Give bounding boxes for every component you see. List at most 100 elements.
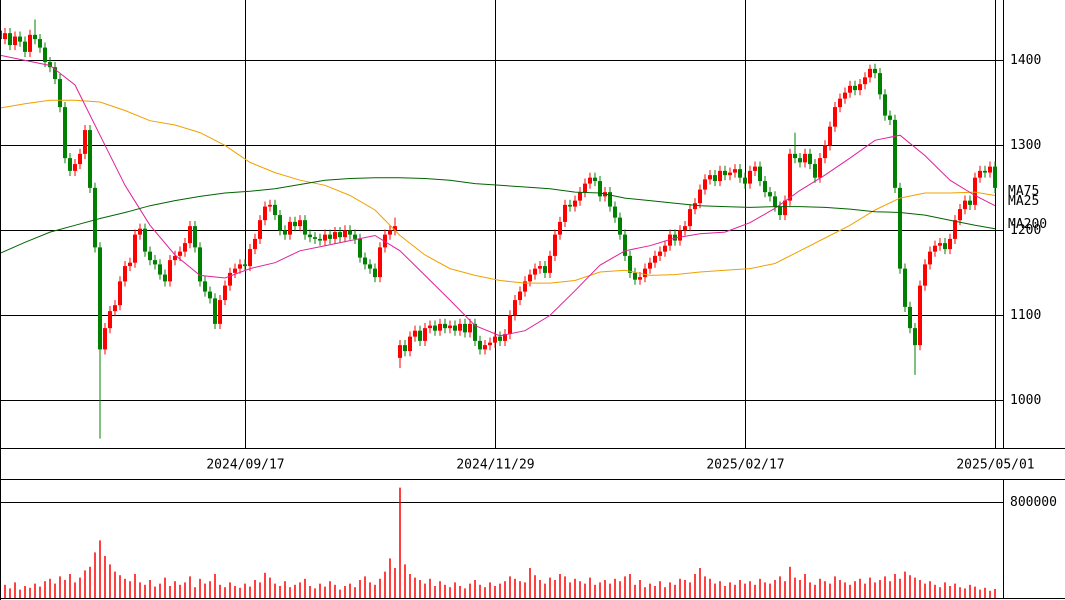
- volume-bar: [289, 587, 291, 598]
- volume-bar: [894, 574, 896, 598]
- candle-body: [13, 36, 17, 46]
- volume-bar: [109, 564, 111, 598]
- candle-body: [798, 158, 802, 163]
- candle-body: [428, 325, 432, 329]
- candle-body: [363, 257, 367, 265]
- candle-body: [438, 323, 442, 331]
- candle-body: [273, 204, 277, 216]
- volume-bar: [159, 583, 161, 598]
- volume-bar: [19, 589, 21, 598]
- candle-body: [183, 243, 187, 252]
- volume-bar: [589, 577, 591, 598]
- volume-bar: [509, 576, 511, 598]
- volume-bar: [39, 586, 41, 598]
- volume-bar: [259, 582, 261, 598]
- candle-body: [343, 230, 347, 238]
- candle-body: [88, 130, 92, 188]
- candle-body: [228, 272, 232, 286]
- candle-body: [148, 251, 152, 261]
- volume-bar: [284, 581, 286, 598]
- volume-bar: [64, 580, 66, 598]
- volume-bar: [789, 566, 791, 598]
- candle-body: [918, 285, 922, 346]
- volume-bar: [459, 586, 461, 598]
- candle-body: [233, 268, 237, 273]
- volume-bar: [864, 583, 866, 598]
- candle-body: [93, 187, 97, 248]
- candle-body: [818, 158, 822, 178]
- candle-body: [308, 234, 312, 238]
- candle-body: [728, 172, 732, 176]
- volume-bar: [934, 584, 936, 598]
- volume-bar: [669, 582, 671, 598]
- y-tick-label: 1000: [1010, 393, 1041, 408]
- volume-bar: [269, 577, 271, 598]
- candle-body: [328, 234, 332, 239]
- candle-body: [543, 266, 547, 273]
- candle-body: [548, 255, 552, 273]
- volume-panel: [0, 487, 1003, 598]
- candle-body: [733, 169, 737, 173]
- candle-body: [983, 170, 987, 173]
- candle-body: [903, 268, 907, 307]
- volume-bar: [774, 580, 776, 598]
- volume-bar: [714, 583, 716, 598]
- volume-bar: [474, 580, 476, 598]
- volume-bar: [569, 582, 571, 598]
- candle-body: [993, 166, 997, 188]
- candle-body: [288, 221, 292, 235]
- candle-body: [453, 325, 457, 331]
- volume-bar: [139, 582, 141, 598]
- candle-body: [838, 98, 842, 108]
- volume-bar: [549, 577, 551, 598]
- volume-bar: [799, 580, 801, 598]
- candle-body: [568, 204, 572, 207]
- volume-bar: [989, 590, 991, 598]
- volume-bar: [684, 580, 686, 598]
- volume-bar: [379, 578, 381, 598]
- volume-bar: [954, 583, 956, 598]
- volume-bar: [804, 574, 806, 598]
- candle-body: [158, 264, 162, 275]
- candle-body: [863, 77, 867, 85]
- volume-bar: [389, 558, 391, 598]
- volume-bar: [514, 578, 516, 598]
- candle-body: [643, 268, 647, 278]
- candle-body: [723, 170, 727, 176]
- candle-body: [873, 68, 877, 74]
- volume-bar: [294, 584, 296, 598]
- candle-body: [168, 260, 172, 282]
- volume-bar: [964, 588, 966, 598]
- volume-bar: [254, 580, 256, 598]
- candle-body: [878, 73, 882, 95]
- volume-bar: [644, 587, 646, 598]
- candle-body: [763, 181, 767, 193]
- volume-bar: [844, 582, 846, 598]
- ma-line: [0, 99, 996, 284]
- volume-bar: [744, 583, 746, 598]
- volume-bar: [144, 584, 146, 598]
- candle-body: [923, 264, 927, 286]
- candle-body: [958, 209, 962, 221]
- candle-body: [293, 221, 297, 227]
- volume-bar: [54, 583, 56, 598]
- volume-bar: [554, 580, 556, 598]
- x-tick-label: 2025/02/17: [706, 458, 784, 473]
- candle-body: [648, 262, 652, 269]
- volume-bar: [879, 580, 881, 598]
- candle-body: [623, 234, 627, 256]
- volume-bar: [579, 581, 581, 598]
- volume-bar: [194, 587, 196, 598]
- volume-bar: [179, 584, 181, 598]
- candle-body: [563, 204, 567, 222]
- volume-bar: [689, 582, 691, 598]
- volume-bar: [114, 571, 116, 598]
- ma-line: [0, 54, 996, 337]
- candle-body: [793, 153, 797, 159]
- candle-body: [773, 196, 777, 207]
- candle-body: [78, 153, 82, 165]
- candle-body: [678, 230, 682, 241]
- volume-bar: [369, 582, 371, 598]
